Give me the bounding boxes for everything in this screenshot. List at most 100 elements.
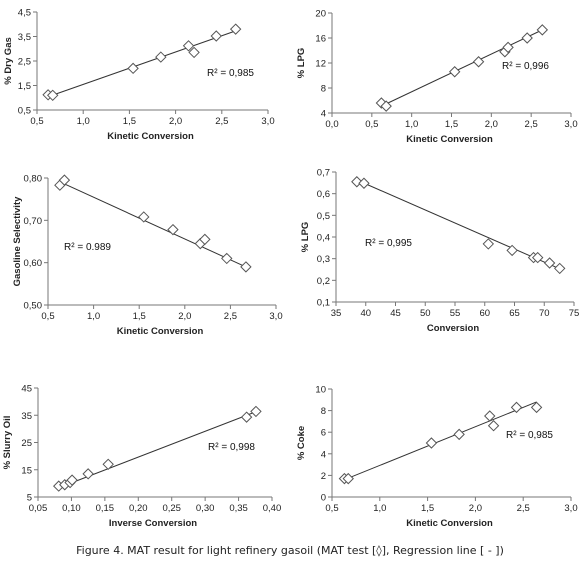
data-point	[240, 411, 253, 423]
x-tick-label: 55	[450, 308, 461, 319]
data-point	[82, 468, 94, 480]
data-point	[484, 410, 496, 422]
data-point	[138, 211, 150, 223]
x-tick-label: 65	[509, 308, 520, 319]
y-tick-label: 4	[321, 449, 326, 460]
y-axis-label: % Dry Gas	[3, 37, 14, 85]
x-tick-label: 45	[390, 308, 401, 319]
x-tick-label: 1,0	[87, 311, 100, 322]
x-tick-label: 1,5	[123, 116, 136, 127]
y-tick-label: 2,5	[18, 57, 31, 68]
r-squared-label: R² = 0,995	[365, 238, 412, 249]
x-tick-label: 1,5	[445, 119, 458, 130]
x-axis-label: Conversion	[427, 323, 479, 334]
y-tick-label: 3,5	[18, 32, 31, 43]
r-squared-label: R² = 0,996	[502, 61, 549, 72]
data-point	[240, 261, 252, 273]
x-tick-label: 50	[420, 308, 431, 319]
x-tick-label: 2,0	[469, 503, 482, 514]
y-tick-label: 25	[21, 438, 32, 449]
x-tick-label: 0,10	[62, 503, 81, 514]
y-tick-label: 0,5	[317, 211, 330, 222]
data-point	[425, 437, 438, 449]
y-axis-label: % LPG	[296, 48, 307, 79]
x-tick-label: 1,0	[405, 119, 418, 130]
x-tick-label: 0,05	[29, 503, 48, 514]
x-tick-label: 0,40	[263, 503, 282, 514]
r-squared-label: R² = 0,985	[506, 430, 553, 441]
regression-line	[381, 29, 543, 107]
x-tick-label: 3,0	[261, 116, 274, 127]
x-tick-label: 0,5	[325, 503, 338, 514]
data-point	[536, 24, 549, 36]
x-axis-label: Kinetic Conversion	[117, 326, 204, 337]
y-tick-label: 0,2	[317, 276, 330, 287]
y-tick-label: 5	[27, 493, 32, 504]
y-tick-label: 0	[321, 493, 326, 504]
x-tick-label: 0,20	[129, 503, 148, 514]
y-tick-label: 0,80	[24, 174, 43, 185]
y-tick-label: 4,5	[18, 8, 31, 19]
data-point	[221, 252, 233, 265]
y-tick-label: 2	[321, 471, 326, 482]
y-tick-label: 8	[321, 84, 326, 95]
data-point	[199, 233, 211, 246]
x-tick-label: 2,5	[525, 119, 538, 130]
data-point	[453, 428, 465, 441]
y-tick-label: 6	[321, 428, 326, 439]
x-tick-label: 1,0	[77, 116, 90, 127]
y-tick-label: 20	[315, 9, 326, 20]
data-point	[530, 401, 543, 414]
data-point	[487, 420, 500, 432]
data-point	[472, 56, 485, 68]
x-tick-label: 0,0	[325, 119, 338, 130]
x-tick-label: 3,0	[269, 311, 282, 322]
data-point	[448, 66, 461, 78]
x-tick-label: 2,5	[517, 503, 530, 514]
y-tick-label: 16	[315, 34, 326, 45]
data-point	[380, 100, 392, 112]
y-tick-label: 8	[321, 406, 326, 417]
x-tick-label: 0,5	[41, 311, 54, 322]
data-point	[58, 174, 71, 186]
y-tick-label: 15	[21, 465, 32, 476]
regression-line	[356, 179, 560, 270]
data-point	[250, 405, 262, 418]
x-tick-label: 60	[479, 308, 490, 319]
x-tick-label: 1,5	[133, 311, 146, 322]
y-tick-label: 0,60	[24, 258, 43, 269]
y-tick-label: 12	[315, 59, 326, 70]
data-point	[482, 238, 495, 250]
data-point	[502, 41, 514, 54]
data-point	[188, 46, 200, 59]
y-tick-label: 35	[21, 411, 32, 422]
data-point	[47, 89, 59, 102]
x-tick-label: 0,5	[365, 119, 378, 130]
x-tick-label: 2,0	[169, 116, 182, 127]
y-tick-label: 0,5	[18, 106, 31, 117]
chart-5: 0,05 0,10 0,15 0,20 0,25 0,30 0,35 0,40 5 15 25 35 4…	[2, 384, 281, 530]
chart-4: 35 40 45 50 55 60 65 70 75 0,1 0,2 0,3 0,4 0,5 0,6 0,7 C…	[300, 168, 579, 335]
x-tick-label: 0,25	[162, 503, 181, 514]
y-tick-label: 0,1	[317, 298, 330, 309]
r-squared-label: R² = 0.989	[64, 242, 111, 253]
data-point	[182, 40, 195, 52]
data-point	[155, 51, 167, 63]
x-tick-label: 0,35	[229, 503, 248, 514]
chart-6: 0,5 1,0 1,5 2,0 2,5 3,0 0 2 4 6 8 10 Kinetic Convers…	[296, 385, 578, 530]
regression-line	[47, 30, 236, 98]
data-point	[506, 244, 518, 257]
y-tick-label: 0,50	[24, 301, 43, 312]
y-tick-label: 1,5	[18, 81, 31, 92]
y-tick-label: 10	[315, 385, 326, 396]
data-point	[521, 32, 533, 44]
y-tick-label: 45	[21, 384, 32, 395]
x-axis-label: Inverse Conversion	[109, 518, 197, 529]
x-tick-label: 75	[569, 308, 580, 319]
y-tick-label: 0,4	[317, 233, 330, 244]
data-point	[358, 177, 370, 189]
x-tick-label: 0,30	[196, 503, 215, 514]
r-squared-label: R² = 0,998	[208, 442, 255, 453]
data-point	[510, 401, 523, 414]
